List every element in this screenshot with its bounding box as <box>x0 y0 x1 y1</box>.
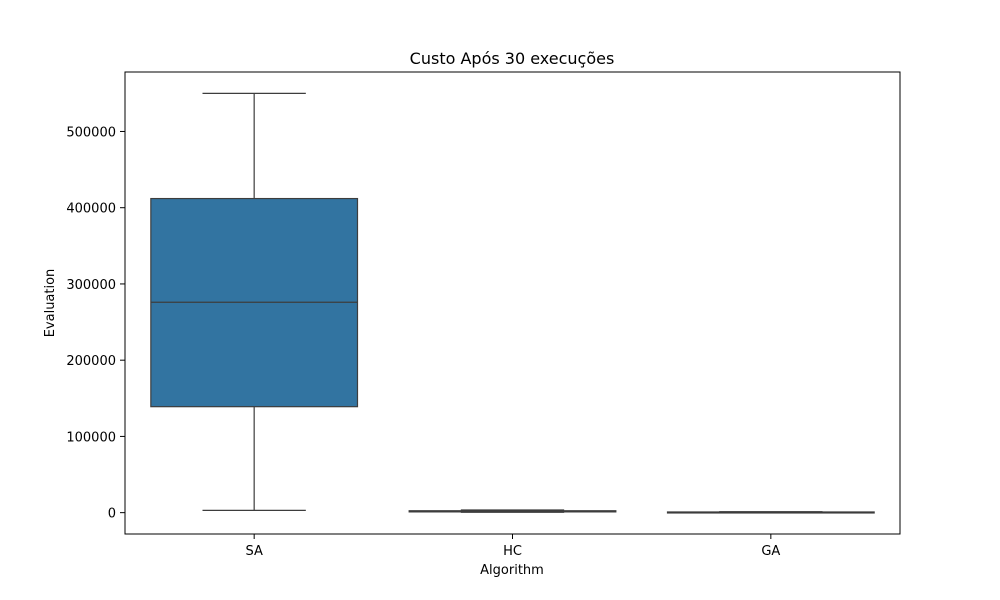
box-hc <box>408 509 617 513</box>
x-tick-label: SA <box>245 544 262 559</box>
y-tick-label: 0 <box>108 507 116 522</box>
x-tick-label: HC <box>503 544 522 559</box>
y-axis-ticks: 0 100000 200000 300000 400000 500000 <box>66 125 125 522</box>
y-tick-label: 500000 <box>66 125 116 140</box>
y-tick-label: 400000 <box>66 202 116 217</box>
y-tick-label: 300000 <box>66 278 116 293</box>
x-axis-label: Algorithm <box>480 563 544 578</box>
boxes-layer <box>150 92 875 514</box>
y-tick-label: 200000 <box>66 354 116 369</box>
x-tick-label: GA <box>761 544 780 559</box>
x-axis-ticks: SA HC GA <box>245 534 780 559</box>
y-axis-label: Evaluation <box>43 269 58 338</box>
box-sa <box>150 92 359 511</box>
box-ga <box>666 511 875 514</box>
y-tick-label: 100000 <box>66 430 116 445</box>
chart-title: Custo Após 30 execuções <box>410 49 615 68</box>
